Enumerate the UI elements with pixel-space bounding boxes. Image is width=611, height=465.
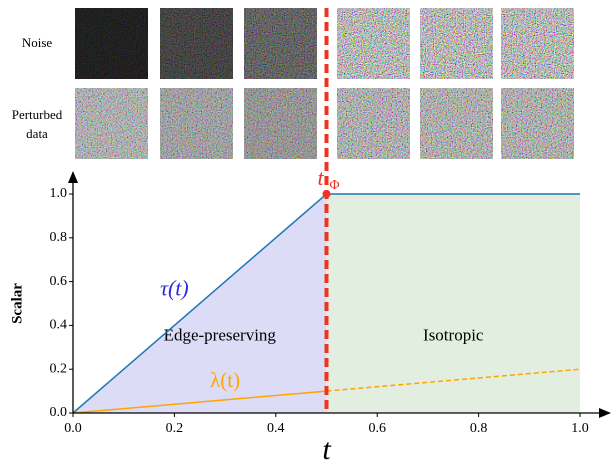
row-label: Noise: [21, 35, 53, 50]
region-label: Edge-preserving: [164, 325, 277, 344]
image-shade: [244, 88, 317, 159]
image-tile: [244, 88, 317, 159]
image-tile: [75, 88, 148, 159]
line-segment: [72, 390, 327, 414]
x-tick-label: 1.0: [571, 421, 589, 436]
x-axis-label: t: [322, 433, 331, 465]
x-tick-label: 0.6: [368, 421, 386, 436]
x-tick-label: 0.2: [166, 421, 184, 436]
line-segment: [326, 368, 581, 392]
y-tick-label: 1.0: [50, 186, 68, 201]
threshold-label: t: [317, 165, 324, 190]
image-shade: [420, 88, 493, 159]
series-label: τ(t): [160, 275, 189, 300]
row-label: Perturbed data: [11, 107, 63, 141]
x-tick-label: 0.4: [267, 421, 285, 436]
y-tick-label: 0.0: [50, 405, 68, 420]
image-tile: [501, 88, 574, 159]
image-tile: [337, 8, 410, 79]
threshold-sub: Φ: [329, 178, 339, 193]
image-shade: [75, 88, 148, 159]
y-tick-label: 0.6: [50, 274, 68, 289]
image-shade: [160, 88, 233, 159]
image-shade: [75, 8, 148, 79]
image-tile: [420, 88, 493, 159]
y-axis-label: Scalar: [9, 283, 25, 324]
y-arrow: [68, 171, 78, 183]
image-shade: [244, 8, 317, 79]
image-shade: [160, 8, 233, 79]
image-tile: [160, 88, 233, 159]
y-tick-label: 0.2: [50, 361, 68, 376]
image-shade: [501, 88, 574, 159]
x-tick-label: 0.0: [64, 421, 82, 436]
region: [326, 194, 580, 413]
image-tile: [420, 8, 493, 79]
threshold-point: [322, 190, 331, 198]
y-tick-label: 0.4: [50, 318, 68, 333]
region-label: Isotropic: [423, 325, 484, 344]
y-tick-label: 0.8: [50, 230, 68, 245]
image-shade: [337, 88, 410, 159]
x-tick-label: 0.8: [470, 421, 488, 436]
series-label: λ(t): [210, 368, 240, 392]
image-grid: [75, 8, 574, 159]
image-tile: [337, 88, 410, 159]
x-arrow: [599, 408, 611, 418]
image-tile: [501, 8, 574, 79]
image-tile: [244, 8, 317, 79]
